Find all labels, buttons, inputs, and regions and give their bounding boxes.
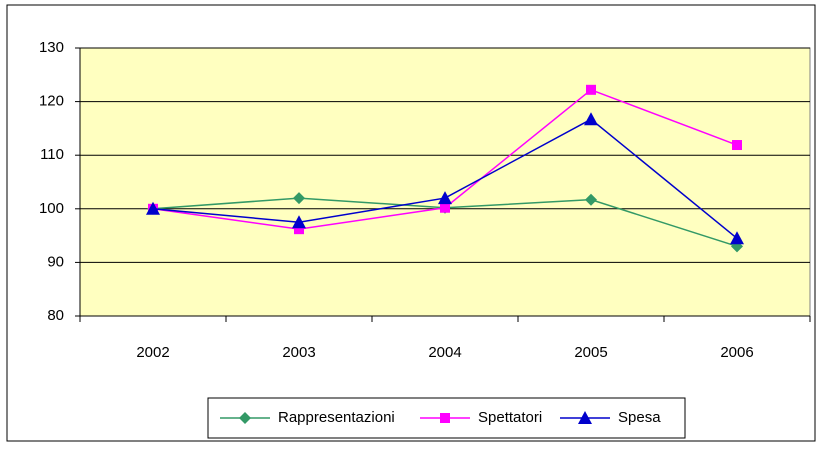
data-point: [586, 84, 596, 95]
data-point: [730, 231, 744, 245]
legend-label: Rappresentazioni: [278, 409, 395, 426]
data-point: [584, 112, 598, 126]
legend-marker: [239, 412, 251, 424]
legend-marker: [440, 413, 450, 423]
data-point: [146, 201, 160, 215]
y-tick-label: 120: [39, 93, 64, 110]
data-point: [293, 192, 305, 205]
x-tick-label: 2002: [136, 344, 169, 361]
data-point: [292, 215, 306, 229]
y-tick-label: 100: [39, 200, 64, 217]
x-tick-label: 2003: [282, 344, 315, 361]
legend-label: Spettatori: [478, 409, 542, 426]
x-tick-label: 2004: [428, 344, 461, 361]
data-point: [732, 140, 742, 151]
y-tick-label: 90: [47, 253, 64, 270]
y-tick-label: 130: [39, 39, 64, 56]
legend-marker: [578, 411, 592, 424]
data-point: [585, 193, 597, 206]
x-tick-label: 2006: [720, 344, 753, 361]
legend-label: Spesa: [618, 409, 661, 426]
data-point: [294, 224, 304, 235]
x-tick-label: 2005: [574, 344, 607, 361]
data-point: [440, 202, 450, 213]
data-point: [438, 191, 452, 205]
y-tick-label: 110: [40, 146, 64, 163]
y-tick-label: 80: [47, 307, 64, 324]
plot-area: [79, 47, 811, 317]
